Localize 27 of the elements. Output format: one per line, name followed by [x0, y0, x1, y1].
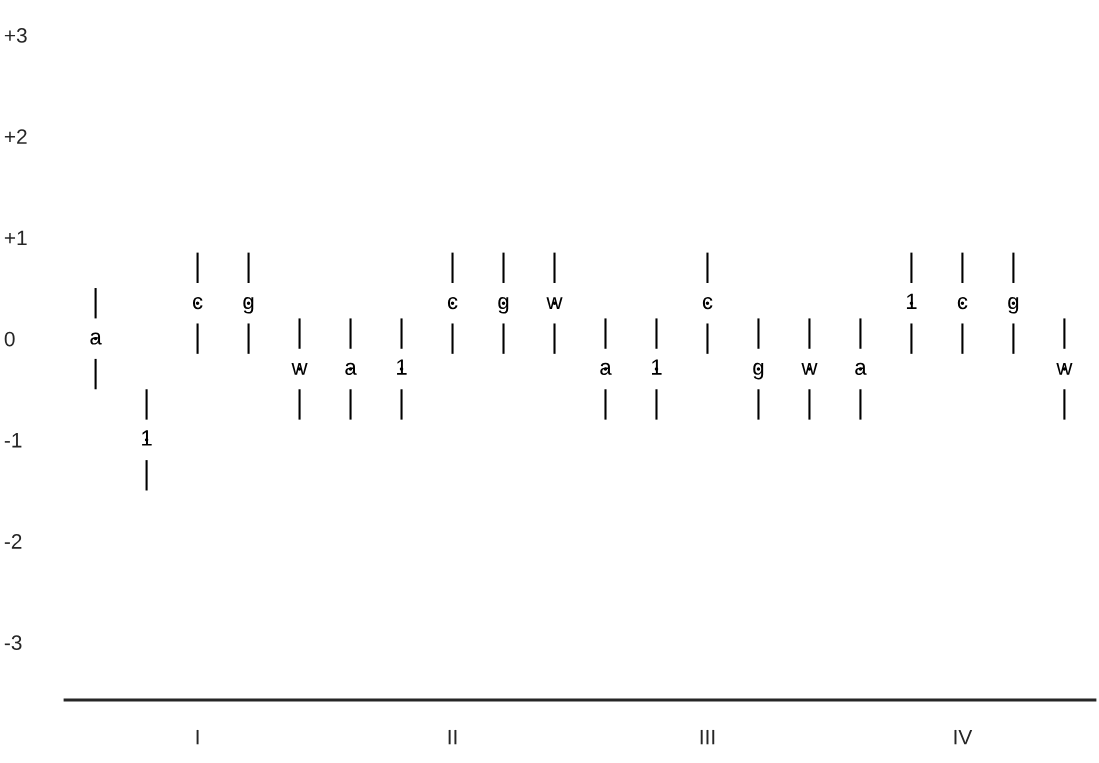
- text: g: [1008, 297, 1019, 314]
- text: c: [957, 297, 968, 310]
- text: w: [546, 297, 563, 309]
- text: a: [90, 332, 102, 345]
- series-label: a: [855, 362, 867, 375]
- series-label: g: [243, 297, 254, 314]
- series-label: c: [192, 297, 203, 310]
- text: II: [448, 729, 457, 745]
- text: c: [447, 297, 458, 310]
- text: g: [498, 297, 509, 314]
- text: w: [801, 363, 818, 375]
- text: a: [600, 362, 612, 375]
- text: w: [1056, 363, 1073, 375]
- y-tick-label: 0: [4, 331, 15, 347]
- y-tick-label: +2: [4, 129, 27, 144]
- text: a: [345, 362, 357, 375]
- y-tick-label: -1: [4, 433, 22, 448]
- y-tick-label: -2: [4, 534, 22, 549]
- text: c: [702, 297, 713, 310]
- y-tick-label: +1: [4, 230, 27, 245]
- y-tick-label: -3: [4, 635, 22, 651]
- text: I: [196, 729, 199, 745]
- text: IV: [954, 729, 973, 745]
- series-label: w: [291, 363, 308, 375]
- text: g: [753, 362, 764, 380]
- y-tick-label: +3: [4, 28, 27, 43]
- text: III: [700, 729, 715, 745]
